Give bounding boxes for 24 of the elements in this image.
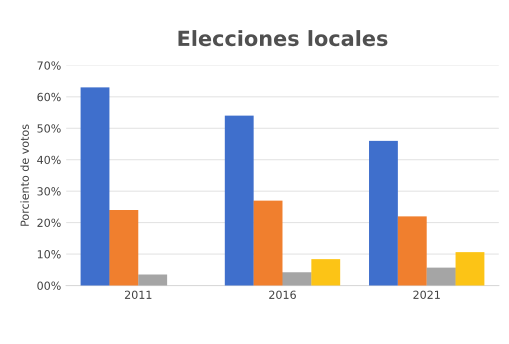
bar	[426, 268, 456, 286]
bar	[254, 200, 282, 286]
y-axis-title: Porciento de votos	[20, 124, 29, 226]
x-tick-label: 2011	[124, 290, 152, 299]
y-tick-label: 30%	[37, 187, 61, 196]
y-tick-label: 70%	[38, 61, 61, 70]
y-tick-label: 10%	[38, 250, 61, 258]
y-tick-label: 50%	[37, 124, 61, 133]
y-tick-label: 60%	[37, 92, 61, 102]
bar	[398, 216, 427, 286]
y-tick-label: 20%	[37, 218, 61, 227]
bar	[80, 87, 110, 286]
bar	[138, 274, 168, 286]
y-tick-label: 00%	[37, 281, 61, 290]
bar	[456, 252, 484, 286]
x-tick-label: 2016	[269, 290, 296, 299]
y-tick-label: 40%	[37, 156, 61, 164]
bar	[109, 210, 138, 286]
bar	[369, 140, 398, 286]
bar	[311, 259, 340, 286]
chart-title: Elecciones locales	[178, 30, 388, 46]
bar	[224, 116, 254, 286]
bar	[282, 272, 312, 286]
x-tick-label: 2021	[413, 290, 440, 299]
